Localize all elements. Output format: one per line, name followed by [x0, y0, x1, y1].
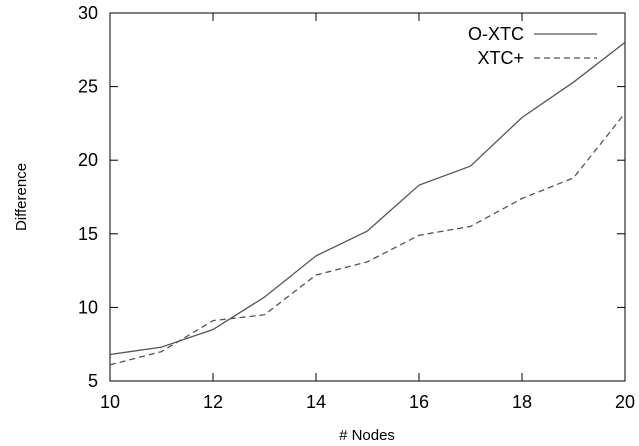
- series-line-o-xtc: [109, 41, 626, 356]
- x-tick-label: 14: [306, 392, 326, 412]
- y-axis-title: Difference: [13, 163, 30, 231]
- y-tick-label: 5: [88, 371, 98, 391]
- x-tick-label: 18: [512, 392, 532, 412]
- y-tick-label: 15: [78, 224, 98, 244]
- legend: O-XTC XTC+: [468, 24, 597, 68]
- legend-label: XTC+: [477, 48, 524, 68]
- x-tick-label: 10: [100, 392, 120, 412]
- series-line-xtc: [109, 112, 626, 366]
- y-tick-label: 10: [78, 297, 98, 317]
- x-tick-label: 20: [615, 392, 635, 412]
- x-axis-title: # Nodes: [339, 427, 395, 444]
- y-tick-label: 30: [78, 3, 98, 23]
- x-tick-label: 12: [203, 392, 223, 412]
- x-tick-label: 16: [409, 392, 429, 412]
- plot-frame: [109, 12, 626, 382]
- y-tick-label: 25: [78, 77, 98, 97]
- legend-label: O-XTC: [468, 24, 524, 44]
- y-tick-label: 20: [78, 150, 98, 170]
- series-layer: [109, 41, 626, 366]
